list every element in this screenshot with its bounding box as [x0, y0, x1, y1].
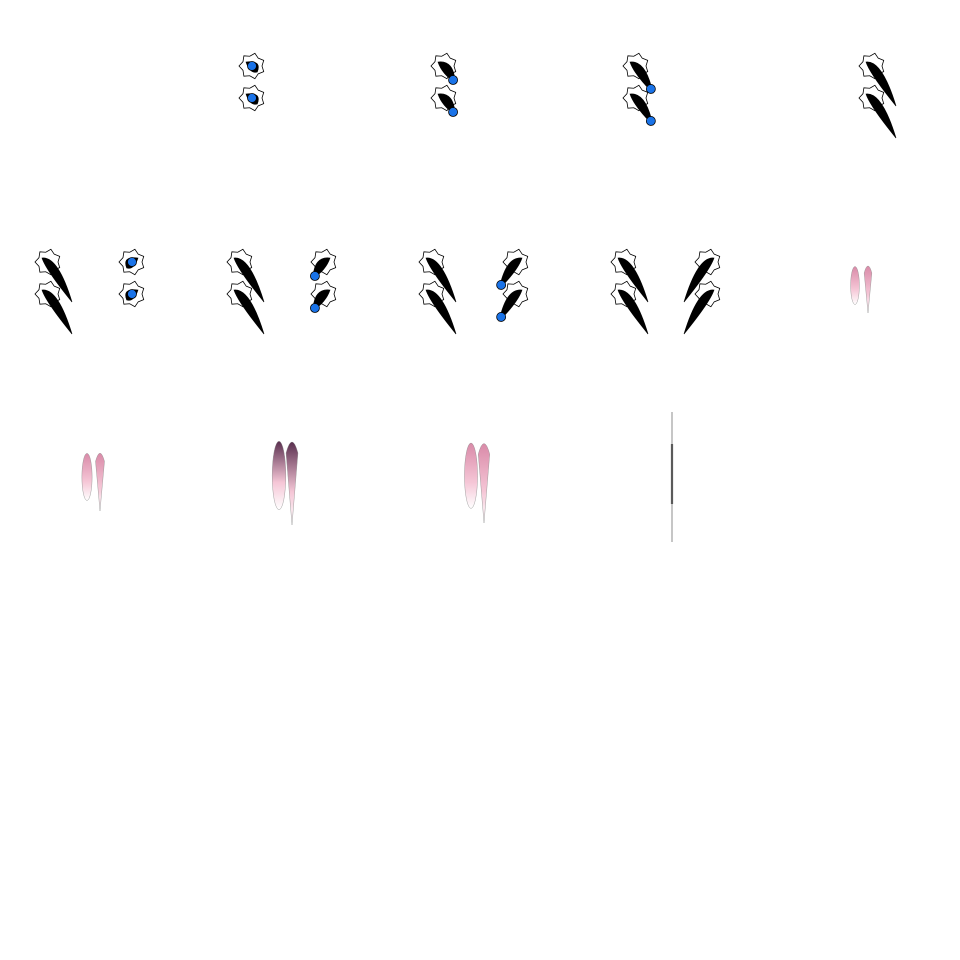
sprite-frame-16: [0, 576, 192, 768]
sprite-frame-22: [192, 768, 384, 960]
glow-orb: [127, 257, 137, 267]
frame-claw-charge: [226, 248, 337, 335]
sprite-frame-25: [768, 768, 960, 960]
sprite-frame-3: [384, 0, 576, 192]
spark-petal: [271, 441, 286, 510]
claw-slash: [233, 257, 265, 303]
frame-claw-charge: [418, 248, 529, 335]
glow-orb: [496, 280, 507, 290]
frame-spark: [850, 265, 873, 314]
sprite-frame-4: [576, 0, 768, 192]
glow-orb: [645, 116, 656, 126]
spark-needle: [285, 441, 299, 526]
claw-slash: [617, 289, 649, 335]
sprite-frame-10: [768, 192, 960, 384]
frame-spark: [464, 442, 490, 524]
claw-slash: [617, 257, 649, 303]
glow-orb: [448, 75, 458, 85]
spark-needle: [478, 443, 490, 524]
glow-orb: [645, 84, 656, 94]
sprite-frame-8: [384, 192, 576, 384]
sprite-frame-1: [0, 0, 192, 192]
glow-orb: [496, 312, 507, 322]
frame-claw-full: [858, 52, 897, 139]
frame-claw-full: [610, 248, 721, 335]
spark-petal: [464, 442, 478, 509]
sprite-frame-6: [0, 192, 192, 384]
frame-spark-dark: [271, 441, 299, 526]
sprite-frame-20: [768, 576, 960, 768]
sprite-frame-15: [768, 384, 960, 576]
claw-slash: [41, 257, 73, 303]
frame-spark: [81, 453, 105, 512]
claw-slash: [865, 93, 897, 139]
spark-needle: [95, 453, 105, 512]
frame-streak: [670, 412, 674, 542]
sprite-frame-11: [0, 384, 192, 576]
glow-orb: [310, 271, 320, 281]
sprite-frame-9: [576, 192, 768, 384]
claw-slash: [425, 257, 457, 303]
sprite-frame-23: [384, 768, 576, 960]
spark-petal: [850, 266, 860, 305]
sprite-frame-2: [192, 0, 384, 192]
frame-claw-charge: [238, 52, 265, 112]
sprite-frame-19: [576, 576, 768, 768]
claw-slash: [233, 289, 265, 335]
sprite-frame-14: [576, 384, 768, 576]
glow-orb: [247, 61, 257, 71]
sprite-frame-21: [0, 768, 192, 960]
sprite-frame-17: [192, 576, 384, 768]
sprite-frame-5: [768, 0, 960, 192]
claw-slash: [683, 257, 715, 303]
sprite-frame-24: [576, 768, 768, 960]
glow-orb: [310, 303, 320, 313]
spark-petal: [81, 453, 93, 501]
sprite-frame-13: [384, 384, 576, 576]
sprite-frame-18: [384, 576, 576, 768]
spark-needle: [863, 265, 873, 314]
frame-claw-charge: [622, 52, 656, 126]
sprite-frame-7: [192, 192, 384, 384]
glow-orb: [127, 289, 137, 299]
claw-slash: [425, 289, 457, 335]
sprite-frame-12: [192, 384, 384, 576]
glow-orb: [448, 107, 458, 117]
claw-slash: [865, 61, 897, 107]
claw-slash: [683, 289, 715, 335]
glow-orb: [247, 93, 257, 103]
frame-claw-charge: [34, 248, 145, 335]
claw-slash: [41, 289, 73, 335]
frame-claw-charge: [430, 52, 458, 117]
